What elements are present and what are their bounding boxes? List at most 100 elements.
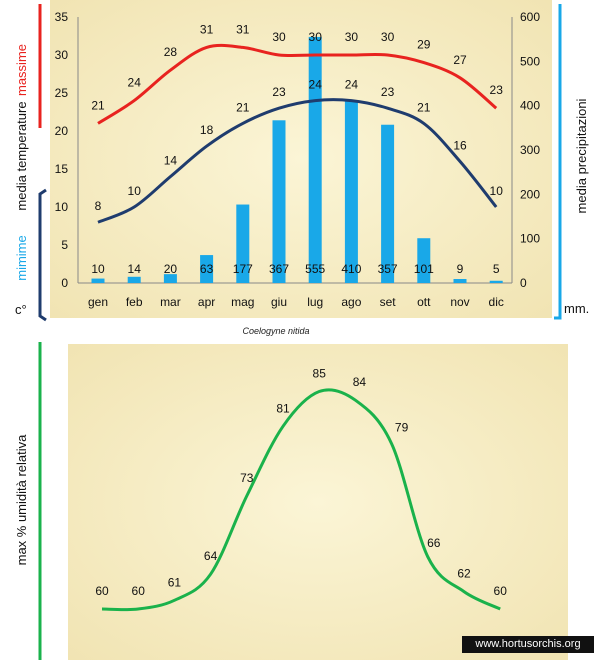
left-tick-20: 20 [55,124,69,138]
humidity-label-dic: 60 [494,584,508,598]
max-label-gen: 21 [91,98,105,112]
month-mar: mar [160,295,181,309]
mean-label-feb: 10 [128,184,142,198]
mean-axis-word: media temperature [14,101,29,210]
left-tick-25: 25 [55,86,69,100]
watermark: www.hortusorchis.org [462,636,594,653]
precip-label-apr: 63 [200,262,214,276]
humidity-label-mar: 61 [168,575,182,589]
max-label-lug: 30 [309,30,323,44]
left-tick-30: 30 [55,48,69,62]
min-axis-word: mimime [14,235,29,281]
max-label-mar: 28 [164,45,178,59]
left-tick-5: 5 [61,238,68,252]
month-ago: ago [341,295,361,309]
humidity-label-apr: 64 [204,549,218,563]
max-label-mag: 31 [236,22,250,36]
mean-temperature-labels: 8 10 14 18 21 23 24 24 23 21 16 10 [95,78,504,214]
precip-bar-lug [308,36,322,284]
humidity-label-nov: 62 [457,567,471,581]
mean-label-ott: 21 [417,100,431,114]
precip-bar-nov [453,279,467,283]
precip-bar-ago [344,101,358,283]
precip-bar-set [381,124,395,283]
right-tick-300: 300 [520,143,540,157]
mean-label-mag: 21 [236,100,250,114]
humidity-label-mag: 73 [240,471,254,485]
humidity-label-ott: 66 [427,536,441,550]
left-blue-bracket [38,188,47,322]
precip-label-giu: 367 [269,262,289,276]
mean-label-dic: 10 [490,184,504,198]
humidity-label-lug: 85 [313,367,327,381]
precip-label-dic: 5 [493,262,500,276]
max-temperature-labels: 21 24 28 31 31 30 30 30 30 29 27 23 [91,22,503,112]
precipitation-bars [91,36,503,284]
max-label-set: 30 [381,30,395,44]
precip-label-mar: 20 [164,262,178,276]
month-mag: mag [231,295,254,309]
precip-bar-ott [417,238,431,283]
right-tick-0: 0 [520,276,527,290]
right-tick-200: 200 [520,187,540,201]
max-label-ago: 30 [345,30,359,44]
precip-label-ago: 410 [341,262,361,276]
right-tick-100: 100 [520,232,540,246]
month-labels: gen feb mar apr mag giu lug ago set ott nov dic [88,295,504,309]
precip-bar-gen [91,278,105,283]
humidity-label-gen: 60 [95,584,109,598]
month-feb: feb [126,295,143,309]
precip-label-set: 357 [378,262,398,276]
humidity-label-feb: 60 [132,584,146,598]
mean-label-lug: 24 [309,78,323,92]
left-tick-35: 35 [55,10,69,24]
precip-label-nov: 9 [457,262,464,276]
precip-bar-mar [163,274,177,283]
mean-label-gen: 8 [95,199,102,213]
mean-label-nov: 16 [453,138,467,152]
month-nov: nov [450,295,469,309]
humidity-axis-title: max % umidità relativa [14,434,29,566]
right-tick-500: 500 [520,54,540,68]
precip-bar-giu [272,120,286,284]
humidity-label-giu: 81 [276,401,290,415]
right-tick-400: 400 [520,99,540,113]
humidity-value-labels: 60 60 61 64 73 81 85 84 79 66 62 60 [95,367,507,599]
mean-label-set: 23 [381,85,395,99]
mean-label-mar: 14 [164,154,178,168]
max-label-feb: 24 [128,76,142,90]
month-gen: gen [88,295,108,309]
humidity-label-ago: 84 [353,375,367,389]
right-tick-labels: 0 100 200 300 400 500 600 [520,10,540,290]
month-giu: giu [271,295,287,309]
right-unit-label: mm. [564,301,589,316]
chart-caption: Coelogyne nitida [242,326,309,336]
max-label-apr: 31 [200,22,214,36]
humidity-line [101,388,501,612]
month-ott: ott [417,295,431,309]
precip-bar-mag [236,204,250,283]
precip-label-ott: 101 [414,262,434,276]
month-dic: dic [489,295,504,309]
month-apr: apr [198,295,215,309]
max-label-dic: 23 [490,83,504,97]
max-axis-word: massime [14,44,29,96]
left-tick-15: 15 [55,162,69,176]
right-blue-bracket [554,4,562,320]
top-plot-background [50,0,552,318]
mean-label-ago: 24 [345,78,359,92]
precip-label-mag: 177 [233,262,253,276]
left-tick-0: 0 [61,276,68,290]
left-tick-10: 10 [55,200,69,214]
mean-label-giu: 23 [272,85,286,99]
precip-bar-feb [127,276,141,283]
precip-bar-apr [200,255,214,283]
precip-label-gen: 10 [91,262,105,276]
humidity-chart: max % umidità relativa 60 60 61 64 73 81 85 84 7… [14,342,568,660]
mean-label-apr: 18 [200,123,214,137]
right-tick-600: 600 [520,10,540,24]
right-axis-title: media precipitazioni [574,98,589,213]
mean-temperature-line [97,98,498,224]
